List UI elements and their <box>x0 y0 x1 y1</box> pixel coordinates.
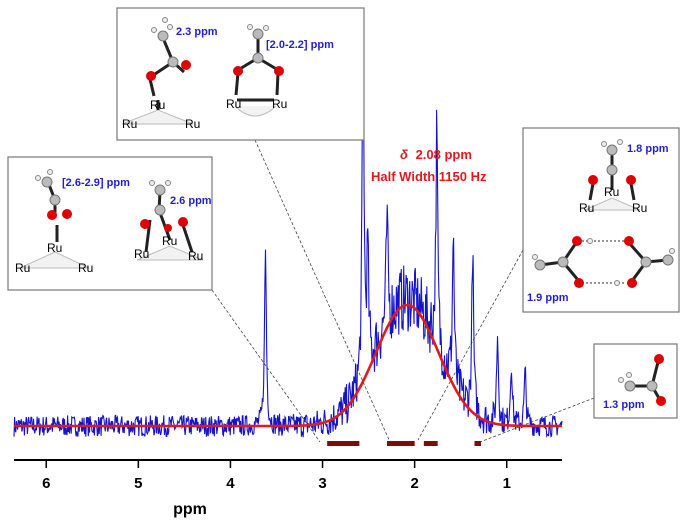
oxygen-atom <box>627 278 637 288</box>
oxygen-atom <box>274 66 284 76</box>
shift-range-bar <box>423 441 438 446</box>
ppm-label: [2.6-2.9] ppm <box>62 177 130 189</box>
x-tick-label: 4 <box>226 475 235 492</box>
oxygen-atom <box>654 354 664 364</box>
x-tick-label: 2 <box>410 475 418 492</box>
shift-annotation: δ 2.08 ppm <box>400 147 472 162</box>
carbon-atom <box>662 254 674 266</box>
carbon-atom <box>646 380 658 392</box>
ru-label: Ru <box>604 185 619 199</box>
carbon-atom <box>624 380 636 392</box>
ru-label: Ru <box>579 201 594 215</box>
leader-line-small <box>479 397 595 443</box>
carbon-atom <box>640 256 652 268</box>
carbon-atom <box>154 184 166 196</box>
oxygen-atom <box>62 209 72 219</box>
inset-small-right: 1.3 ppm <box>593 343 678 419</box>
ru-label: Ru <box>47 241 62 255</box>
leader-line-right <box>417 249 524 441</box>
carbon-atom <box>154 204 166 216</box>
oxygen-atom <box>588 175 598 185</box>
ru-label: Ru <box>122 117 137 131</box>
ru-label: Ru <box>150 98 165 112</box>
carbon-atom <box>534 259 546 271</box>
carbon-atom <box>167 56 179 68</box>
x-tick-label: 3 <box>318 475 326 492</box>
oxygen-atom <box>178 217 188 227</box>
x-tick-label: 1 <box>503 475 511 492</box>
shift-value: 2.08 ppm <box>416 147 472 162</box>
x-tick-label: 5 <box>134 475 142 492</box>
ru-label: Ru <box>162 234 177 248</box>
standing-acetate-molecule: Ru Ru Ru [2.6-2.9] ppm <box>15 169 130 275</box>
oxygen-atom <box>140 219 150 229</box>
oxygen-atom <box>181 60 191 70</box>
oxygen-atom <box>47 210 57 220</box>
ru-label: Ru <box>185 117 200 131</box>
carbon-atom <box>41 176 53 188</box>
ru-label: Ru <box>188 249 203 263</box>
carbon-atom <box>557 256 569 268</box>
carbon-atom <box>252 28 264 40</box>
carbon-atom <box>252 52 264 64</box>
inset-left: Ru Ru Ru [2.6-2.9] ppm Ru Ru Ru 2.6 ppm <box>7 156 213 291</box>
oxygen-atom <box>574 278 584 288</box>
oxygen-atom <box>572 236 582 246</box>
oxygen-atom <box>146 71 156 81</box>
ru-label: Ru <box>78 261 93 275</box>
ru-label: Ru <box>226 97 241 111</box>
fit-layer <box>14 303 562 428</box>
shift-range-bar <box>387 441 415 446</box>
acetate-anion-molecule: 1.3 ppm <box>603 354 666 411</box>
leader-line-top <box>254 139 391 443</box>
monodentate-acetate-molecule: Ru Ru Ru 2.3 ppm <box>121 17 218 131</box>
x-axis-title: ppm <box>173 501 207 518</box>
ru3-triangle <box>121 109 194 125</box>
inset-right: Ru Ru Ru 1.8 ppm 1.9 ppm <box>522 127 680 313</box>
carbon-atom <box>49 194 61 206</box>
oxygen-atom <box>656 396 666 406</box>
oxygen-atom <box>233 66 243 76</box>
acetic-acid-dimer-molecule: 1.9 ppm <box>527 236 675 304</box>
oxygen-atom <box>164 224 172 232</box>
inset-box <box>522 127 680 313</box>
leader-lines <box>211 139 595 443</box>
shift-range-bar <box>474 441 481 446</box>
x-tick-label: 6 <box>42 475 50 492</box>
bridging-acetate-molecule: Ru Ru [2.0-2.2] ppm <box>226 24 334 117</box>
ppm-label: 2.6 ppm <box>170 195 212 207</box>
gaussian-fit-line <box>14 303 562 428</box>
ru-label: Ru <box>632 201 647 215</box>
leader-line-left <box>211 289 321 443</box>
x-ticks: 6 5 4 3 2 1 <box>42 460 511 492</box>
spectrum-line <box>13 16 563 439</box>
ppm-label: 2.3 ppm <box>176 26 218 38</box>
half-width-annotation: Half Width 1150 Hz <box>371 169 487 184</box>
delta-symbol: δ <box>400 147 408 162</box>
spectrum-layer <box>13 16 563 439</box>
ru-label: Ru <box>272 97 287 111</box>
carbon-atom <box>606 144 618 156</box>
oxygen-atom <box>624 236 634 246</box>
ppm-label: 1.8 ppm <box>627 143 669 155</box>
carbon-atom <box>606 164 618 176</box>
ppm-label: 1.9 ppm <box>527 292 569 304</box>
ru-label: Ru <box>134 247 149 261</box>
shift-range-bar <box>327 441 360 446</box>
range-bars <box>327 441 481 446</box>
ppm-label: 1.3 ppm <box>603 399 645 411</box>
ru-label: Ru <box>15 261 30 275</box>
carbon-atom <box>157 30 169 42</box>
inset-top-center: Ru Ru Ru 2.3 ppm Ru Ru [2.0-2.2] ppm <box>116 7 365 141</box>
oxygen-atom <box>626 175 636 185</box>
chelating-acetate-molecule: Ru Ru Ru 1.8 ppm <box>579 139 669 215</box>
tridentate-acetate-molecule: Ru Ru Ru 2.6 ppm <box>134 180 212 263</box>
ppm-label: [2.0-2.2] ppm <box>266 39 334 51</box>
